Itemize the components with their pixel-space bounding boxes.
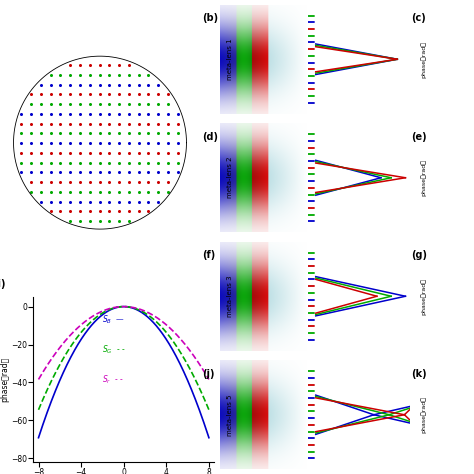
Text: phase（rad）: phase（rad） [421,278,427,315]
Y-axis label: phase（rad）: phase（rad） [0,357,9,402]
Text: (f): (f) [202,250,215,260]
Text: (d): (d) [202,132,218,142]
Text: (g): (g) [411,250,427,260]
Text: $\mathit{S}_B$  —: $\mathit{S}_B$ — [102,314,125,326]
Text: phase（rad）: phase（rad） [421,41,427,78]
Text: meta-lens 2: meta-lens 2 [228,157,233,199]
Text: meta-lens 5: meta-lens 5 [228,394,233,436]
Text: (i): (i) [0,279,6,289]
Text: meta-lens 1: meta-lens 1 [228,38,233,80]
Text: meta-lens 3: meta-lens 3 [228,275,233,317]
Text: phase（rad）: phase（rad） [421,396,427,433]
Text: (b): (b) [202,13,218,23]
Text: phase（rad）: phase（rad） [421,159,427,196]
Text: (k): (k) [411,369,427,379]
Text: (e): (e) [411,132,427,142]
Text: (j): (j) [202,369,214,379]
Text: $\mathit{S}_r$  - -: $\mathit{S}_r$ - - [102,373,124,385]
Text: (c): (c) [411,13,426,23]
Text: $\mathit{S}_G$  - -: $\mathit{S}_G$ - - [102,343,126,356]
